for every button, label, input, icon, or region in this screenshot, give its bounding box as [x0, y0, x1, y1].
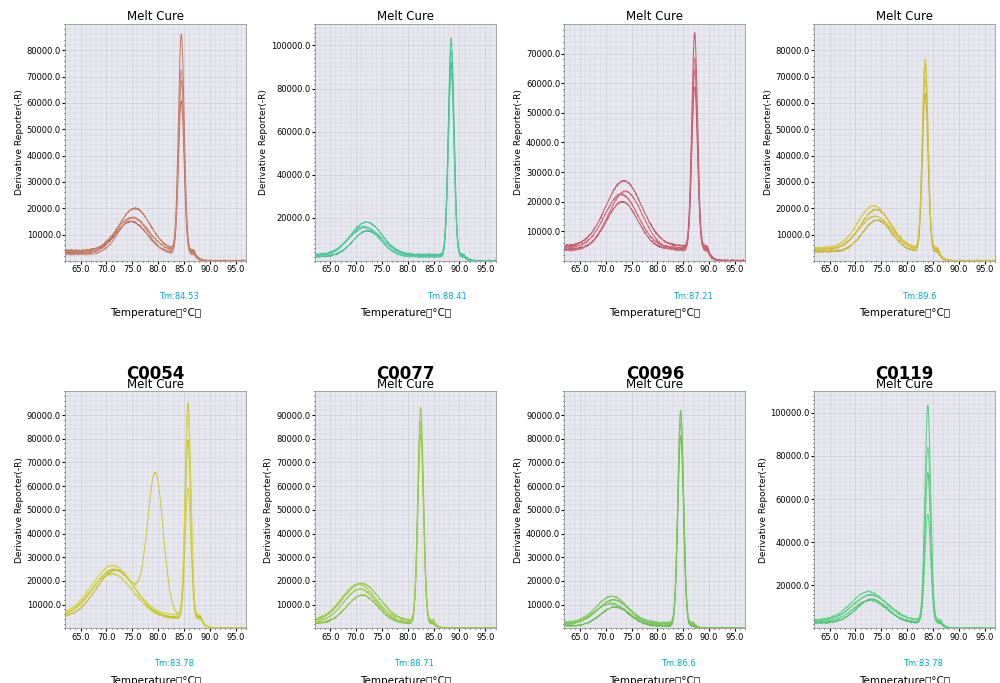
Text: Tm:88.41: Tm:88.41 — [427, 292, 467, 301]
Text: Tm:87.21: Tm:87.21 — [673, 292, 713, 301]
Y-axis label: Derivative Reporter(-R): Derivative Reporter(-R) — [15, 89, 24, 195]
Text: C0096: C0096 — [626, 365, 684, 383]
Text: C0054: C0054 — [126, 365, 185, 383]
Text: Temperature（°C）: Temperature（°C） — [360, 675, 451, 683]
Y-axis label: Derivative Reporter(-R): Derivative Reporter(-R) — [764, 89, 773, 195]
Text: Temperature（°C）: Temperature（°C） — [609, 308, 700, 318]
Text: Tm:84.53: Tm:84.53 — [159, 292, 199, 301]
Y-axis label: Derivative Reporter(-R): Derivative Reporter(-R) — [264, 457, 273, 563]
Title: Melt Cure: Melt Cure — [377, 378, 434, 391]
Text: Tm:88.71: Tm:88.71 — [394, 659, 434, 668]
Text: Temperature（°C）: Temperature（°C） — [859, 675, 950, 683]
Text: Temperature（°C）: Temperature（°C） — [110, 675, 201, 683]
Text: C0077: C0077 — [376, 365, 434, 383]
Y-axis label: Derivative Reporter(-R): Derivative Reporter(-R) — [259, 89, 268, 195]
Y-axis label: Derivative Reporter(-R): Derivative Reporter(-R) — [514, 457, 523, 563]
Title: Melt Cure: Melt Cure — [127, 378, 184, 391]
Text: Temperature（°C）: Temperature（°C） — [859, 308, 950, 318]
Title: Melt Cure: Melt Cure — [876, 378, 933, 391]
Text: Tm:86.6: Tm:86.6 — [661, 659, 696, 668]
Title: Melt Cure: Melt Cure — [626, 10, 683, 23]
Title: Melt Cure: Melt Cure — [876, 10, 933, 23]
Text: Temperature（°C）: Temperature（°C） — [110, 308, 201, 318]
Text: Tm:89.6: Tm:89.6 — [902, 292, 936, 301]
Text: C0119: C0119 — [875, 365, 934, 383]
Title: Melt Cure: Melt Cure — [626, 378, 683, 391]
Y-axis label: Derivative Reporter(-R): Derivative Reporter(-R) — [514, 89, 523, 195]
Y-axis label: Derivative Reporter(-R): Derivative Reporter(-R) — [759, 457, 768, 563]
Text: Tm:83.78: Tm:83.78 — [903, 659, 943, 668]
Title: Melt Cure: Melt Cure — [377, 10, 434, 23]
Text: Temperature（°C）: Temperature（°C） — [609, 675, 700, 683]
Text: Temperature（°C）: Temperature（°C） — [360, 308, 451, 318]
Text: Tm:83.78: Tm:83.78 — [154, 659, 194, 668]
Title: Melt Cure: Melt Cure — [127, 10, 184, 23]
Y-axis label: Derivative Reporter(-R): Derivative Reporter(-R) — [15, 457, 24, 563]
